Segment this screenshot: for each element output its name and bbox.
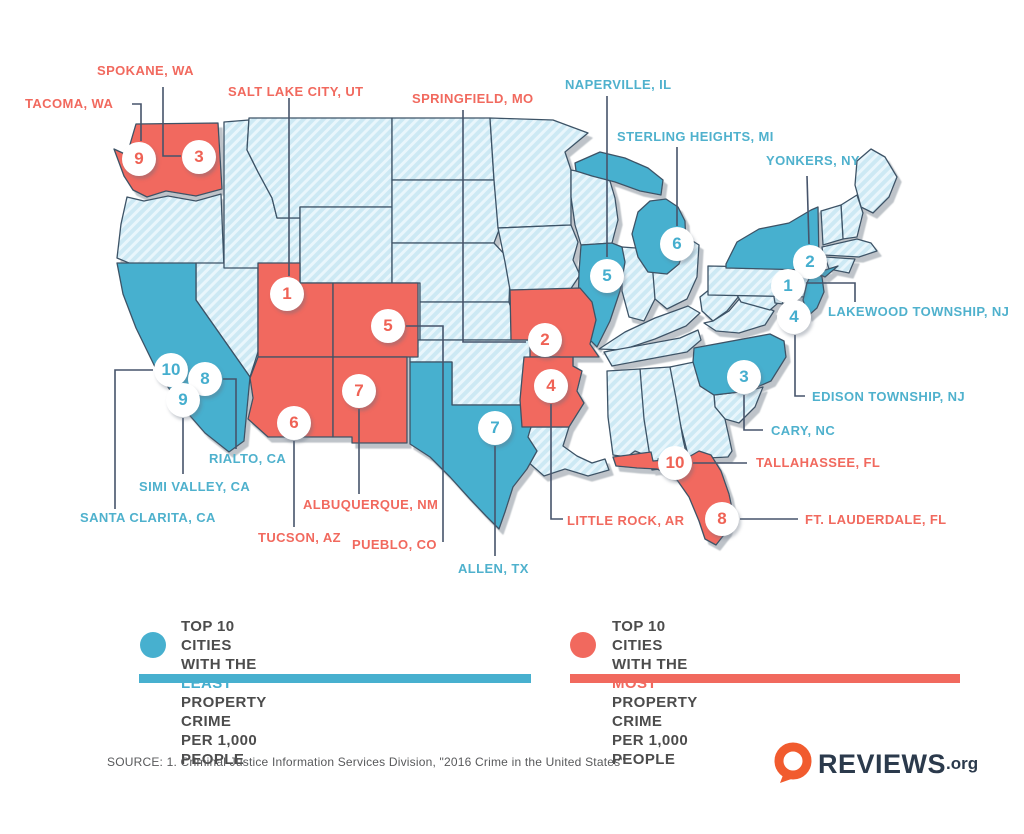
marker-little-rock: 4 — [534, 369, 568, 403]
label-pueblo: PUEBLO, CO — [352, 537, 437, 552]
leader-little-rock — [550, 404, 563, 520]
source-citation: SOURCE: 1. Criminal Justice Information … — [107, 755, 625, 769]
legend-least-line2: PROPERTY CRIME PER 1,000 PEOPLE — [181, 694, 267, 768]
magnifier-q-icon — [774, 742, 812, 783]
label-cary: CARY, NC — [771, 423, 836, 438]
label-allen: ALLEN, TX — [458, 561, 529, 576]
label-springfield: SPRINGFIELD, MO — [412, 91, 534, 106]
label-naperville: NAPERVILLE, IL — [565, 77, 672, 92]
legend-most-dot — [570, 632, 596, 658]
leader-rialto — [223, 378, 237, 449]
reviews-org-logo: REVIEWS .org — [768, 740, 978, 788]
state-wyoming — [299, 206, 393, 284]
state-south-dakota — [391, 179, 500, 244]
leader-lines — [114, 87, 856, 556]
marker-ft-lauderdale: 8 — [705, 502, 739, 536]
state-new-hampshire — [840, 194, 864, 240]
marker-albuquerque: 7 — [342, 374, 376, 408]
marker-spokane: 3 — [182, 140, 216, 174]
state-maine — [854, 148, 898, 214]
state-vermont — [820, 204, 844, 246]
leader-lakewood — [806, 282, 856, 302]
leader-pueblo — [406, 325, 444, 542]
label-tacoma: TACOMA, WA — [25, 96, 114, 111]
logo-brand-suffix: .org — [946, 754, 979, 773]
state-iowa — [497, 224, 581, 291]
legend-least-dot — [140, 632, 166, 658]
leader-edison — [794, 335, 805, 397]
marker-tallahassee: 10 — [658, 446, 692, 480]
leader-tacoma — [132, 103, 142, 141]
legend-most-prefix: TOP 10 CITIES WITH THE — [612, 618, 688, 673]
state-tennessee — [603, 329, 702, 367]
state-new-jersey — [802, 269, 825, 317]
marker-salt-lake-city: 1 — [270, 277, 304, 311]
marker-simi-valley: 9 — [166, 383, 200, 417]
label-lakewood: LAKEWOOD TOWNSHIP, NJ — [828, 304, 1010, 319]
label-albuquerque: ALBUQUERQUE, NM — [303, 497, 439, 512]
label-spokane: SPOKANE, WA — [97, 63, 194, 78]
label-simi-valley: SIMI VALLEY, CA — [139, 479, 251, 494]
marker-sterling-heights: 6 — [660, 227, 694, 261]
marker-edison: 4 — [777, 300, 811, 334]
label-little-rock: LITTLE ROCK, AR — [567, 513, 685, 528]
legend-least-prefix: TOP 10 CITIES WITH THE — [181, 618, 257, 673]
label-sterling-heights: STERLING HEIGHTS, MI — [617, 129, 774, 144]
label-rialto: RIALTO, CA — [209, 451, 287, 466]
legend-least-bar — [139, 674, 531, 683]
state-oregon — [116, 193, 225, 269]
marker-springfield: 2 — [528, 323, 562, 357]
state-north-dakota — [391, 117, 495, 181]
label-edison: EDISON TOWNSHIP, NJ — [812, 389, 966, 404]
logo-brand: REVIEWS — [818, 749, 947, 779]
marker-santa-clarita: 10 — [154, 353, 188, 387]
label-tallahassee: TALLAHASSEE, FL — [756, 455, 881, 470]
marker-tucson: 6 — [277, 406, 311, 440]
label-yonkers: YONKERS, NY — [766, 153, 860, 168]
label-santa-clarita: SANTA CLARITA, CA — [80, 510, 216, 525]
legend-most-line2: PROPERTY CRIME PER 1,000 PEOPLE — [612, 694, 698, 768]
marker-naperville: 5 — [590, 259, 624, 293]
legend-least-text: TOP 10 CITIES WITH THE LEAST PROPERTY CR… — [181, 617, 266, 769]
label-ft-lauderdale: FT. LAUDERDALE, FL — [805, 512, 947, 527]
state-michigan-upper — [574, 151, 664, 196]
state-mississippi — [606, 368, 651, 458]
leader-cary — [743, 395, 763, 431]
leader-santa-clarita — [114, 369, 153, 509]
label-tucson: TUCSON, AZ — [258, 530, 341, 545]
legend-most-text: TOP 10 CITIES WITH THE MOST PROPERTY CRI… — [612, 617, 697, 769]
legend-most-bar — [570, 674, 960, 683]
marker-allen: 7 — [478, 411, 512, 445]
marker-cary: 3 — [727, 360, 761, 394]
leader-spokane — [162, 87, 181, 157]
marker-lakewood: 1 — [771, 269, 805, 303]
leader-yonkers — [806, 175, 810, 245]
label-salt-lake-city: SALT LAKE CITY, UT — [228, 84, 364, 99]
leader-springfield — [462, 110, 526, 343]
state-kansas — [419, 301, 514, 341]
marker-tacoma: 9 — [122, 142, 156, 176]
marker-pueblo: 5 — [371, 309, 405, 343]
